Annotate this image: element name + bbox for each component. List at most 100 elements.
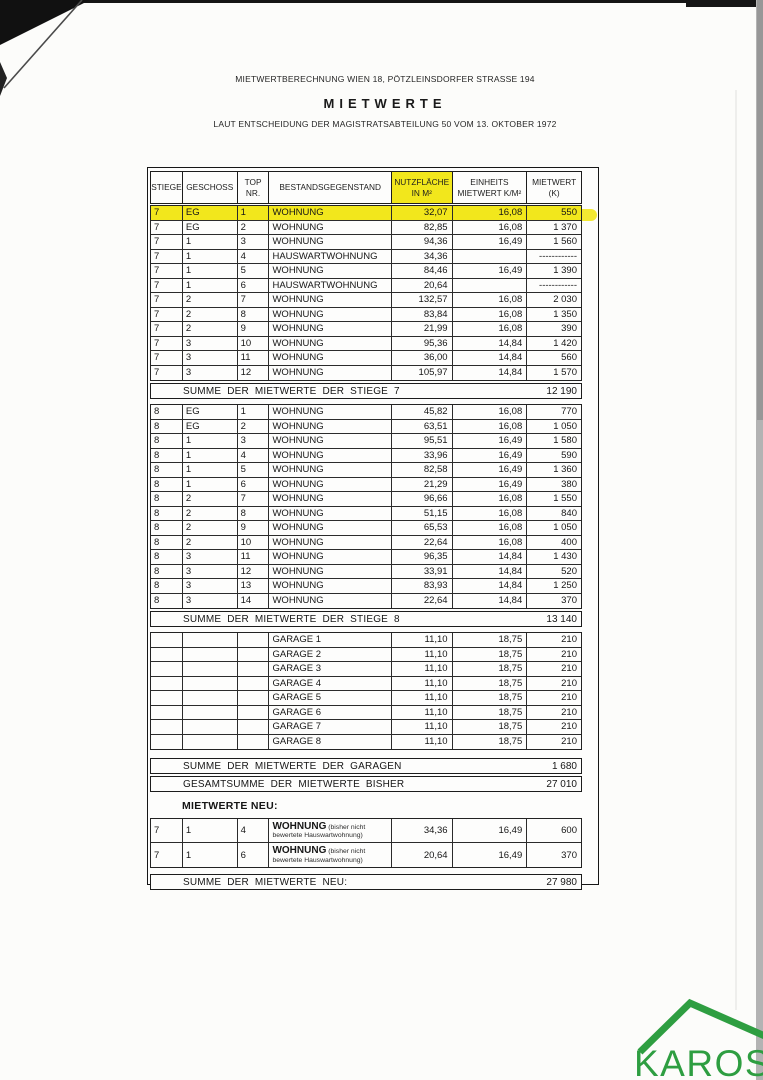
scan-edge-top — [50, 0, 763, 3]
table-row: 7 1 5 WOHNUNG 84,46 16,49 1 390 — [151, 264, 581, 279]
table-row: GARAGE 8 11,10 18,75 210 — [151, 734, 581, 749]
table-cell: WOHNUNG — [269, 351, 392, 365]
table-cell: 1 570 — [553, 366, 577, 378]
table-row: 8 2 8 WOHNUNG 51,15 16,08 840 — [151, 506, 581, 521]
table-cell: 8 — [151, 506, 183, 520]
table-cell: EG — [183, 220, 238, 234]
table-row: 8 3 11 WOHNUNG 96,35 14,84 1 430 — [151, 550, 581, 565]
table-cell: 18,75 — [453, 691, 528, 705]
table-cell: GARAGE 6 — [269, 705, 392, 719]
karos-logo: KAROS — [593, 983, 763, 1080]
table-row-neu: 7 1 6 WOHNUNG (bisher nicht bewertete Hauswa… — [151, 843, 581, 867]
table-cell: 11,10 — [392, 647, 453, 661]
table-cell: WOHNUNG — [269, 307, 392, 321]
gesamtsumme-value: 27 010 — [546, 778, 577, 790]
table-cell: WOHNUNG — [269, 365, 392, 380]
table-cell: 95,36 — [392, 336, 453, 350]
table-cell: ------------ — [539, 279, 577, 291]
table-cell: 16,49 — [453, 264, 528, 278]
table-cell: 34,36 — [392, 819, 453, 842]
table-cell: WOHNUNG — [269, 293, 392, 307]
table-cell: 8 — [151, 405, 183, 419]
table-cell: 5 — [238, 463, 270, 477]
table-cell — [151, 633, 183, 647]
table-cell: 7 — [151, 336, 183, 350]
table-cell: 1 550 — [553, 493, 577, 504]
table-cell: 3 — [238, 235, 270, 249]
summe-garagen-row: SUMME DER MIETWERTE DER GARAGEN 1 680 — [150, 758, 582, 774]
summe-value: 13 140 — [546, 613, 577, 625]
table-cell — [151, 676, 183, 690]
table-cell: 1 560 — [553, 236, 577, 247]
table-cell: WOHNUNG — [269, 434, 392, 448]
table-cell: WOHNUNG — [269, 206, 392, 220]
table-cell: 600 — [561, 825, 577, 836]
table-cell: 8 — [151, 419, 183, 433]
table-cell: 84,46 — [392, 264, 453, 278]
table-cell: 11,10 — [392, 720, 453, 734]
table-cell: 380 — [561, 478, 577, 490]
table-cell: 82,58 — [392, 463, 453, 477]
table-row: GARAGE 4 11,10 18,75 210 — [151, 676, 581, 691]
table-cell — [151, 734, 183, 749]
table-cell: 16,08 — [453, 307, 528, 321]
table-cell — [151, 662, 183, 676]
highlighter-swipe-mark — [582, 209, 597, 221]
table-row: 7 2 8 WOHNUNG 83,84 16,08 1 350 — [151, 307, 581, 322]
table-cell: GARAGE 5 — [269, 691, 392, 705]
summe-stiege-7-row: SUMME DER MIETWERTE DER STIEGE 7 12 190 — [150, 383, 582, 399]
table-cell: 11,10 — [392, 691, 453, 705]
table-cell: 560 — [561, 352, 577, 363]
table-cell: EG — [183, 419, 238, 433]
column-header: EINHEITS MIETWERT K/M² — [453, 172, 528, 203]
table-cell: 8 — [151, 593, 183, 608]
table-cell: WOHNUNG — [269, 477, 392, 491]
table-cell: 1 — [183, 235, 238, 249]
table-cell: 8 — [238, 506, 270, 520]
table-rows-stiege-7: 7 EG 1 WOHNUNG 32,07 16,08 550 7 EG 2 WOHNUNG 82,85… — [150, 205, 582, 381]
table-cell — [238, 662, 270, 676]
table-cell: 8 — [151, 448, 183, 462]
table-rows-stiege-8: 8 EG 1 WOHNUNG 45,82 16,08 770 8 EG 2 WOHNUNG 63,51… — [150, 404, 582, 609]
table-cell: 12 — [238, 365, 270, 380]
table-cell: 210 — [561, 648, 577, 660]
table-cell: 96,35 — [392, 550, 453, 564]
table-row: 8 2 10 WOHNUNG 22,64 16,08 400 — [151, 535, 581, 550]
table-cell — [453, 249, 528, 263]
document-subject-line: MIETWERTBERECHNUNG WIEN 18, PÖTZLEINSDOR… — [235, 74, 535, 84]
table-row: GARAGE 7 11,10 18,75 210 — [151, 720, 581, 735]
summe-stiege-8-row: SUMME DER MIETWERTE DER STIEGE 8 13 140 — [150, 611, 582, 627]
table-cell: 3 — [183, 336, 238, 350]
table-cell: 8 — [151, 550, 183, 564]
table-cell: 33,96 — [392, 448, 453, 462]
table-cell: 2 — [183, 322, 238, 336]
table-cell: 14 — [238, 593, 270, 608]
table-cell: 7 — [151, 351, 183, 365]
table-cell: 7 — [151, 365, 183, 380]
table-row: 8 3 14 WOHNUNG 22,64 14,84 370 — [151, 593, 581, 608]
table-row: 8 1 5 WOHNUNG 82,58 16,49 1 360 — [151, 463, 581, 478]
table-cell: 210 — [561, 735, 577, 747]
table-cell: 21,99 — [392, 322, 453, 336]
table-cell: 8 — [151, 492, 183, 506]
table-cell: 8 — [151, 477, 183, 491]
table-cell: 11,10 — [392, 734, 453, 749]
table-cell: 3 — [238, 434, 270, 448]
table-cell: 16,08 — [453, 419, 528, 433]
table-cell: WOHNUNG — [269, 593, 392, 608]
table-cell — [183, 633, 238, 647]
table-cell: 10 — [238, 535, 270, 549]
table-row-neu: 7 1 4 WOHNUNG (bisher nicht bewertete Hauswa… — [151, 819, 581, 843]
summe-neu-label: SUMME DER MIETWERTE NEU: — [183, 876, 348, 888]
table-cell: 1 350 — [553, 308, 577, 320]
table-cell: WOHNUNG — [269, 220, 392, 234]
table-cell: 2 — [238, 419, 270, 433]
table-cell: 1 250 — [553, 580, 577, 591]
table-cell: WOHNUNG (bisher nicht bewertete Hauswartw… — [269, 819, 392, 842]
table-cell: 1 — [183, 477, 238, 491]
table-cell: 20,64 — [392, 843, 453, 867]
summe-label: SUMME DER MIETWERTE DER STIEGE 7 — [183, 385, 400, 397]
summe-neu-row: SUMME DER MIETWERTE NEU: 27 980 — [150, 874, 582, 890]
table-cell: 7 — [151, 249, 183, 263]
table-cell: 2 030 — [553, 294, 577, 305]
